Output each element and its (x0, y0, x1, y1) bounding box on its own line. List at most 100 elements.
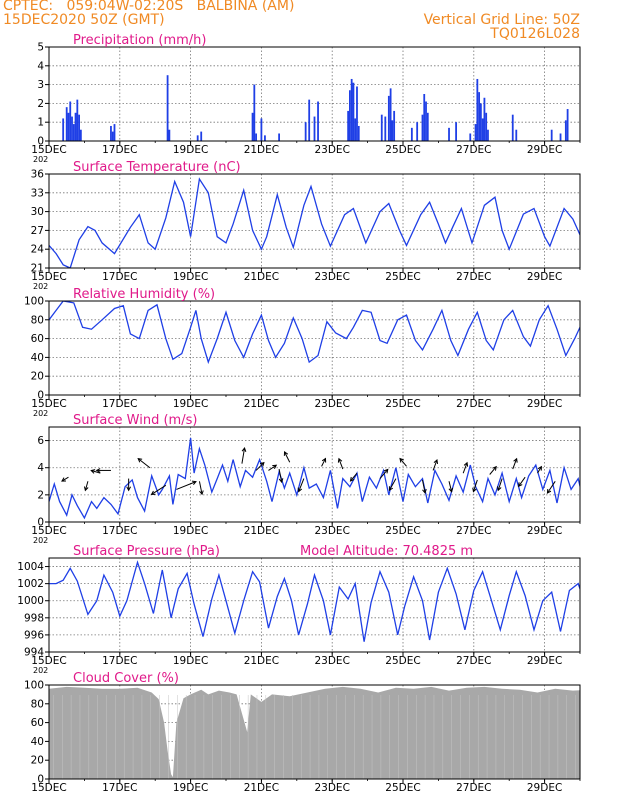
cloud-cover-title: Cloud Cover (%) (73, 671, 179, 686)
surface-wind-arrow-shaft (268, 464, 277, 471)
surface-wind-arrow-head (463, 461, 469, 467)
relative-humidity-xtick-label: 27DEC (456, 398, 491, 410)
precipitation-ytick-label: 2 (37, 98, 44, 110)
precipitation-bar (448, 127, 450, 141)
cloud-cover-frame (48, 684, 581, 780)
precipitation-bar (260, 118, 263, 141)
precipitation-bar (308, 99, 311, 141)
surface-wind-arrow-head (90, 469, 96, 474)
precipitation-bar (391, 120, 394, 141)
precipitation-bar (483, 97, 486, 141)
surface-wind-ytick-label: 6 (37, 435, 44, 447)
precipitation-bar (251, 112, 254, 141)
surface-pressure-xtick-label: 23DEC (314, 655, 349, 667)
surface-wind-arrow-shaft (241, 447, 246, 464)
relative-humidity-xtick-label: 25DEC (385, 398, 420, 410)
surface-wind-arrow-head (199, 490, 204, 496)
precipitation-bar (352, 82, 355, 141)
surface-wind-line (49, 437, 580, 520)
precipitation-xtick-label: 17DEC (102, 144, 137, 156)
relative-humidity-ytick-label: 80 (31, 314, 44, 326)
header-station: CPTEC: 059:04W-02:20S BALBINA (AM) (3, 0, 295, 14)
surface-pressure-frame (48, 557, 581, 653)
surface-pressure-line (49, 560, 580, 642)
surface-wind-arrow-shaft (388, 478, 397, 491)
surface-wind-arrow-head (297, 487, 303, 493)
surface-wind-arrow-head (399, 457, 404, 463)
precipitation-bar (110, 125, 112, 141)
precipitation-bar (559, 133, 562, 141)
cloud-cover-xtick-label: 29DEC (527, 782, 562, 794)
precipitation-xtick-label: 27DEC (456, 144, 491, 156)
precipitation-bar (76, 99, 79, 141)
surface-wind-arrow-shaft (497, 478, 503, 491)
surface-temperature-xtick-label: 23DEC (314, 271, 349, 283)
precipitation-xtick-label: 23DEC (314, 144, 349, 156)
precipitation-bar (74, 112, 77, 141)
precipitation-frame (48, 46, 581, 142)
precipitation-bar (67, 112, 70, 141)
surface-wind-arrow-head (546, 488, 552, 494)
precipitation-bar (511, 114, 514, 141)
surface-wind-arrow-shaft (91, 470, 101, 474)
precipitation-bar (474, 124, 477, 141)
surface-wind-arrow-head (126, 486, 132, 492)
surface-temperature-line (49, 177, 580, 268)
surface-wind-arrow-head (537, 465, 542, 471)
precipitation-bar (425, 101, 427, 141)
surface-temperature-ytick-label: 30 (31, 206, 44, 218)
relative-humidity-ytick-label: 60 (31, 333, 44, 345)
precipitation-bar (349, 90, 351, 141)
precipitation-bar (78, 114, 80, 141)
precipitation-bar (111, 131, 114, 141)
surface-wind-arrow-head (241, 447, 247, 452)
surface-pressure-xtick-label: 25DEC (385, 655, 420, 667)
surface-wind-arrow-shaft (547, 481, 556, 494)
surface-wind-arrow-shaft (137, 458, 151, 469)
surface-temperature-ytick-label: 24 (31, 244, 45, 256)
precipitation-bar (566, 109, 569, 141)
header-model-id: TQ0126L028 (490, 26, 580, 42)
surface-wind-arrow-head (259, 461, 265, 467)
surface-pressure-year-label: 202 (33, 666, 48, 675)
surface-wind-arrow-shaft (448, 481, 453, 492)
surface-temperature-year-label: 202 (33, 282, 48, 291)
surface-wind-xtick-label: 21DEC (244, 525, 279, 537)
surface-wind-arrow-head (321, 457, 327, 463)
precipitation-bar (478, 92, 481, 141)
relative-humidity-ytick-label: 20 (31, 371, 44, 383)
surface-temperature-ytick-label: 36 (31, 169, 45, 181)
precipitation-bar (416, 122, 419, 141)
surface-wind-arrow-head (95, 468, 101, 473)
surface-temperature-ytick-label: 21 (31, 263, 44, 275)
precipitation-bar (71, 116, 73, 141)
surface-pressure-xtick-label: 19DEC (173, 655, 208, 667)
surface-wind-xtick-label: 17DEC (102, 525, 137, 537)
cloud-cover-ytick-label: 100 (24, 680, 44, 692)
relative-humidity-xtick-label: 19DEC (173, 398, 208, 410)
surface-wind-arrow-head (349, 476, 355, 482)
surface-wind-ytick-label: 0 (37, 517, 44, 529)
surface-pressure-xtick-label: 29DEC (527, 655, 562, 667)
surface-temperature-xtick-label: 17DEC (102, 271, 137, 283)
surface-wind-arrow-head (272, 464, 278, 470)
relative-humidity-xtick-label: 23DEC (314, 398, 349, 410)
surface-wind-arrow-shaft (489, 466, 497, 475)
precipitation-bar (354, 118, 357, 141)
precipitation-bar (455, 122, 457, 141)
surface-wind-arrow-shaft (151, 484, 167, 495)
precipitation-bar (317, 101, 319, 141)
precipitation-bar (485, 112, 488, 141)
cloud-cover-xtick-label: 25DEC (385, 782, 420, 794)
surface-wind-arrow-shaft (255, 462, 265, 471)
precipitation-ytick-label: 4 (37, 60, 44, 72)
surface-wind-arrow-head (388, 486, 394, 492)
surface-wind-arrow-head (448, 487, 454, 493)
cloud-cover-ytick-label: 60 (31, 717, 44, 729)
surface-temperature-ytick-label: 33 (31, 187, 44, 199)
surface-wind-arrow-head (278, 478, 284, 484)
surface-wind-arrow-shaft (84, 481, 89, 491)
cloud-cover-ytick-label: 40 (31, 736, 44, 748)
precipitation-year-label: 202 (33, 155, 48, 164)
precipitation-bar (69, 101, 72, 141)
